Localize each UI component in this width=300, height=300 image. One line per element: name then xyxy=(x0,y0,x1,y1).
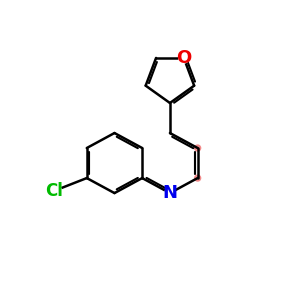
Text: Cl: Cl xyxy=(46,182,63,200)
Text: N: N xyxy=(162,184,177,202)
Circle shape xyxy=(195,175,201,181)
Text: O: O xyxy=(176,49,191,67)
Circle shape xyxy=(195,145,201,151)
Circle shape xyxy=(179,53,189,63)
Circle shape xyxy=(47,184,61,198)
Circle shape xyxy=(165,188,175,198)
